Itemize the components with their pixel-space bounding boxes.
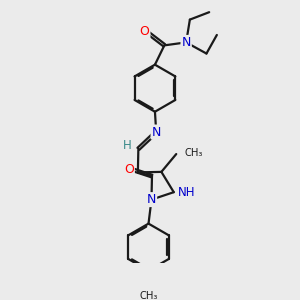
Text: N: N — [147, 193, 156, 206]
Text: N: N — [182, 36, 191, 49]
Text: H: H — [123, 140, 132, 152]
Text: O: O — [124, 163, 134, 176]
Text: CH₃: CH₃ — [185, 148, 203, 158]
Text: CH₃: CH₃ — [139, 291, 158, 300]
Text: NH: NH — [178, 186, 195, 199]
Text: O: O — [140, 25, 149, 38]
Text: N: N — [152, 125, 161, 139]
